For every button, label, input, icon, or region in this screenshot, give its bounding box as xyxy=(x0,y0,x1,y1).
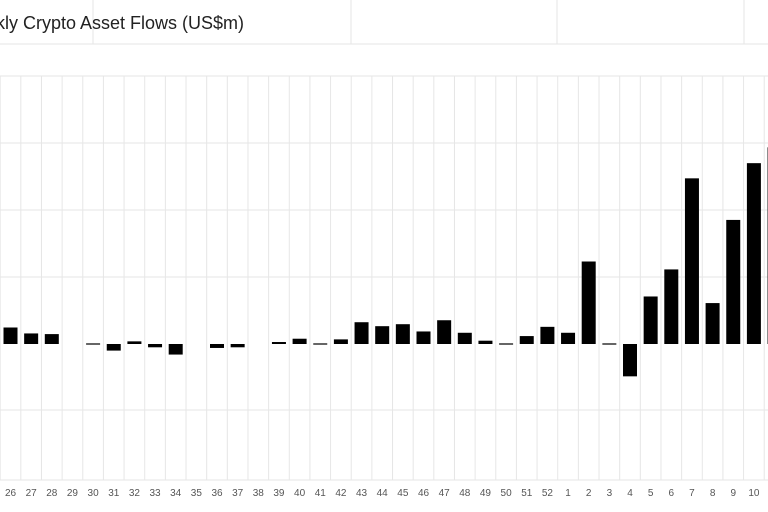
bar-36 xyxy=(210,344,224,348)
bar-43 xyxy=(354,322,369,344)
x-tick-label: 1 xyxy=(565,488,571,499)
bar-34 xyxy=(168,344,183,355)
x-tick-label: 3 xyxy=(607,488,613,499)
bars xyxy=(3,147,768,377)
bar-5 xyxy=(643,296,658,344)
bar-6 xyxy=(664,269,679,344)
grid xyxy=(0,0,768,481)
x-tick-label: 6 xyxy=(669,488,675,499)
x-tick-label: 30 xyxy=(88,488,100,499)
bar-40 xyxy=(292,338,307,344)
x-tick-label: 4 xyxy=(627,488,633,499)
x-tick-label: 9 xyxy=(730,488,736,499)
x-tick-label: 38 xyxy=(253,488,265,499)
x-tick-label: 40 xyxy=(294,488,306,499)
bar-8 xyxy=(705,303,720,344)
bar-42 xyxy=(333,339,348,344)
x-tick-label: 52 xyxy=(542,488,554,499)
chart-title: kly Crypto Asset Flows (US$m) xyxy=(0,13,244,33)
x-tick-label: 35 xyxy=(191,488,203,499)
x-tick-label: 28 xyxy=(46,488,58,499)
x-tick-label: 45 xyxy=(397,488,409,499)
x-tick-label: 33 xyxy=(149,488,161,499)
bar-49 xyxy=(478,340,493,344)
bar-39 xyxy=(271,342,286,344)
bar-9 xyxy=(726,219,741,344)
bar-51 xyxy=(519,336,534,344)
bar-27 xyxy=(24,333,39,344)
x-tick-label: 50 xyxy=(501,488,513,499)
bar-7 xyxy=(684,178,699,344)
x-tick-label: 27 xyxy=(26,488,38,499)
bar-32 xyxy=(127,341,142,344)
x-tick-label: 34 xyxy=(170,488,182,499)
x-tick-labels: 26 27 28 29 30 31 32 33 34 35 36 37 38 39 40 41 42 43 44 45… xyxy=(5,488,760,499)
x-tick-label: 37 xyxy=(232,488,244,499)
x-tick-label: 47 xyxy=(439,488,451,499)
x-tick-label: 26 xyxy=(5,488,17,499)
bar-46 xyxy=(416,331,431,344)
bar-4 xyxy=(623,344,637,377)
x-tick-label: 7 xyxy=(689,488,695,499)
x-tick-label: 32 xyxy=(129,488,141,499)
x-tick-label: 51 xyxy=(521,488,533,499)
x-tick-label: 8 xyxy=(710,488,716,499)
x-tick-label: 44 xyxy=(377,488,389,499)
bar-33 xyxy=(148,344,163,348)
bar-10 xyxy=(746,163,761,344)
bar-52 xyxy=(540,326,555,344)
x-tick-label: 48 xyxy=(459,488,471,499)
bar-31 xyxy=(106,344,121,351)
x-tick-label: 29 xyxy=(67,488,79,499)
bar-37 xyxy=(230,344,245,348)
x-tick-label: 39 xyxy=(273,488,285,499)
bar-1 xyxy=(561,332,576,344)
x-tick-label: 46 xyxy=(418,488,430,499)
bar-26 xyxy=(3,327,18,344)
bar-3 xyxy=(602,343,617,345)
bar-48 xyxy=(457,332,472,344)
bar-44 xyxy=(375,326,390,344)
bar-30 xyxy=(86,343,101,345)
x-tick-label: 43 xyxy=(356,488,368,499)
x-tick-label: 10 xyxy=(748,488,760,499)
bar-47 xyxy=(437,320,452,344)
x-tick-label: 2 xyxy=(586,488,592,499)
x-tick-label: 36 xyxy=(211,488,223,499)
x-tick-label: 42 xyxy=(335,488,347,499)
x-tick-label: 31 xyxy=(108,488,120,499)
x-tick-label: 5 xyxy=(648,488,654,499)
bar-2 xyxy=(581,261,596,344)
x-tick-label: 41 xyxy=(315,488,327,499)
bar-50 xyxy=(499,343,514,345)
x-tick-label: 49 xyxy=(480,488,492,499)
bar-45 xyxy=(395,324,410,344)
bar-28 xyxy=(44,334,59,344)
bar-41 xyxy=(313,343,328,345)
